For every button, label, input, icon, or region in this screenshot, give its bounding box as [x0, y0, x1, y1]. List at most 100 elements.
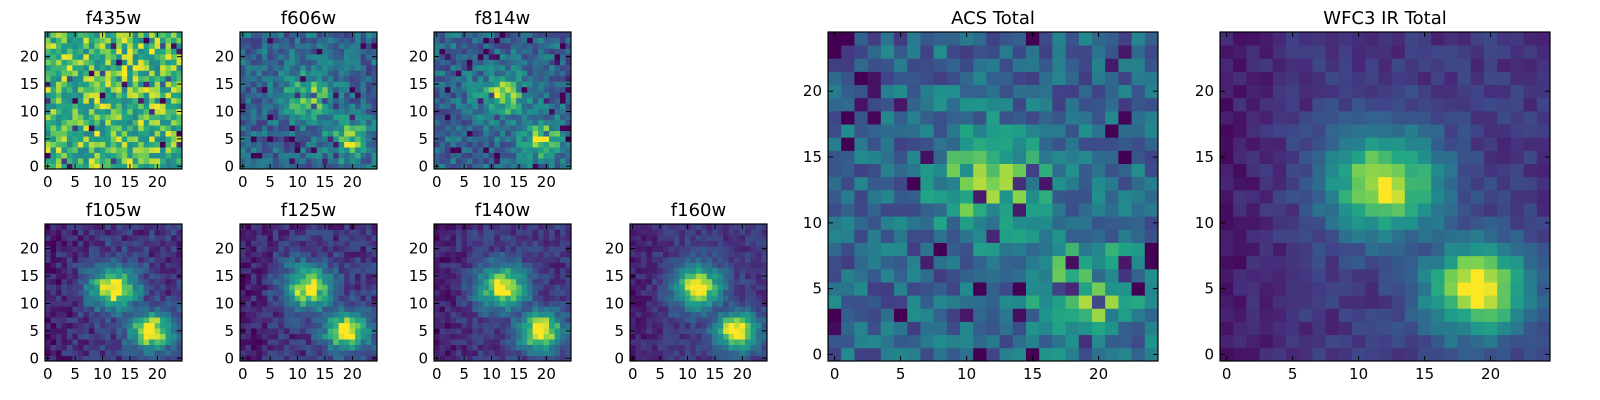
heatmap-cell [366, 234, 372, 241]
heatmap-cell [300, 163, 307, 170]
heatmap-cell [99, 311, 106, 318]
heatmap-cell [94, 64, 101, 71]
heatmap-cell [99, 119, 106, 126]
heatmap-cell [728, 273, 735, 280]
heatmap-cell [176, 147, 183, 153]
heatmap-cell [477, 311, 484, 318]
heatmap-cell [61, 32, 68, 38]
heatmap-cell [461, 48, 468, 55]
x-tick-label: 0 [238, 173, 248, 191]
heatmap-cell [1012, 216, 1027, 230]
heatmap-cell [717, 344, 724, 351]
heatmap-cell [444, 273, 451, 280]
heatmap-cell [55, 262, 62, 269]
heatmap-cell [554, 42, 561, 49]
heatmap-cell [450, 224, 457, 230]
heatmap-cell [344, 295, 350, 302]
heatmap-cell [894, 216, 908, 230]
heatmap-cell [50, 53, 57, 60]
heatmap-cell [160, 114, 166, 121]
heatmap-cell [695, 289, 702, 296]
heatmap-cell [294, 70, 301, 77]
heatmap-cell [505, 81, 512, 88]
heatmap-cell [880, 308, 895, 322]
heatmap-cell [1052, 163, 1066, 178]
heatmap-cell [300, 333, 307, 340]
heatmap-cell [461, 147, 468, 153]
heatmap-cell [165, 333, 172, 340]
heatmap-cell [646, 229, 653, 236]
heatmap-cell [488, 284, 495, 291]
heatmap-cell [434, 262, 440, 269]
heatmap-cell [333, 158, 340, 164]
heatmap-cell [439, 251, 446, 258]
heatmap-cell [527, 328, 534, 334]
heatmap-cell [116, 355, 123, 362]
heatmap-cell [745, 278, 751, 285]
heatmap-cell [283, 322, 290, 329]
heatmap-cell [651, 339, 658, 345]
heatmap-cell [127, 251, 134, 258]
heatmap-cell [110, 295, 117, 302]
heatmap-cell [171, 75, 177, 82]
heatmap-cell [505, 64, 512, 71]
heatmap-cell [355, 136, 361, 142]
heatmap-cell [630, 289, 636, 296]
heatmap-cell [94, 37, 101, 44]
heatmap-cell [316, 289, 323, 296]
heatmap-cell [1131, 242, 1146, 257]
heatmap-cell [165, 339, 172, 345]
heatmap-cell [1039, 203, 1053, 217]
heatmap-cell [455, 64, 462, 71]
heatmap-cell [267, 75, 274, 82]
heatmap-cell [723, 278, 730, 285]
heatmap-cell [160, 339, 166, 345]
heatmap-cell [646, 300, 653, 307]
heatmap-cell [88, 234, 95, 241]
heatmap-cell [110, 350, 117, 356]
heatmap-cell [61, 152, 68, 159]
heatmap-cell [72, 147, 79, 153]
heatmap-cell [88, 152, 95, 159]
heatmap-cell [510, 125, 517, 132]
heatmap-cell [450, 37, 457, 44]
heatmap-cell [240, 350, 246, 356]
y-tick-label: 10 [215, 102, 234, 120]
heatmap-cell [640, 245, 647, 252]
heatmap-cell [267, 114, 274, 121]
heatmap-cell [110, 32, 117, 38]
heatmap-cell [439, 284, 446, 291]
heatmap-cell [549, 328, 555, 334]
heatmap-cell [505, 136, 512, 142]
heatmap-cell [516, 284, 523, 291]
heatmap-cell [94, 322, 101, 329]
heatmap-cell [72, 251, 79, 258]
heatmap-cell [245, 158, 252, 164]
heatmap-cell [366, 317, 372, 324]
heatmap-cell [316, 125, 323, 132]
heatmap-cell [105, 289, 112, 296]
heatmap-cell [565, 152, 572, 159]
heatmap-cell [45, 48, 51, 55]
heatmap-cell [565, 284, 572, 291]
heatmap-cell [466, 350, 473, 356]
heatmap-cell [712, 273, 719, 280]
heatmap-cell [77, 141, 84, 148]
heatmap-cell [289, 322, 296, 329]
heatmap-cell [94, 103, 101, 110]
heatmap-cell [138, 317, 145, 324]
heatmap-cell [455, 114, 462, 121]
heatmap-cell [472, 245, 479, 252]
heatmap-cell [240, 86, 246, 93]
heatmap-cell [240, 152, 246, 159]
heatmap-cell [701, 267, 708, 274]
heatmap-cell [50, 317, 57, 324]
heatmap-cell [461, 103, 468, 110]
heatmap-cell [66, 86, 73, 93]
heatmap-cell [305, 284, 312, 291]
heatmap-cell [300, 152, 307, 159]
heatmap-cell [94, 300, 101, 307]
heatmap-cell [250, 147, 257, 153]
heatmap-cell [72, 295, 79, 302]
heatmap-cell [494, 306, 501, 313]
